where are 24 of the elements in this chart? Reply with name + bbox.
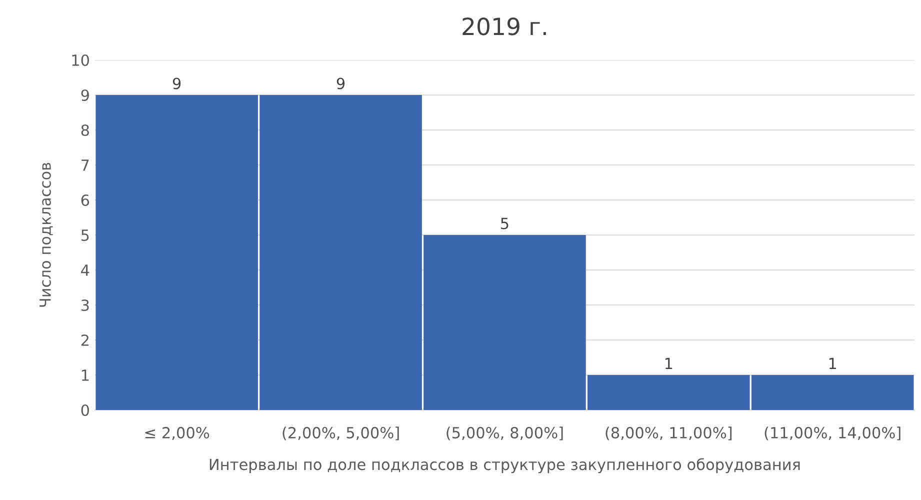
data-label: 9 [336, 78, 345, 90]
x-tick-label: ≤ 2,00% [145, 426, 210, 440]
data-label: 5 [501, 218, 508, 230]
x-tick-label: (11,00%, 14,00%] [764, 426, 900, 440]
x-tick-label: (2,00%, 5,00%] [282, 426, 399, 440]
y-tick-label: 7 [82, 160, 89, 171]
data-label: 1 [829, 358, 836, 370]
y-tick-label: 2 [81, 334, 88, 346]
y-tick-label: 5 [81, 230, 89, 242]
data-label: 1 [665, 358, 672, 370]
data-label: 9 [172, 78, 181, 90]
y-tick-label: 6 [81, 194, 90, 206]
y-tick-label: 0 [81, 404, 89, 416]
y-axis-title: Число подклассов [40, 162, 53, 307]
chart-title: 2019 г. [462, 17, 546, 36]
x-axis-title: Интервалы по доле подклассов в структуре закупленного оборудования [210, 458, 800, 474]
y-tick-label: 8 [81, 124, 89, 136]
y-tick-label: 10 [72, 54, 89, 66]
x-tick-label: (5,00%, 8,00%] [446, 426, 563, 440]
x-tick-label: (8,00%, 11,00%] [606, 426, 732, 440]
y-tick-label: 1 [82, 370, 89, 381]
y-tick-label: 4 [81, 264, 90, 276]
y-tick-label: 9 [81, 89, 89, 102]
y-tick-label: 3 [81, 299, 89, 312]
